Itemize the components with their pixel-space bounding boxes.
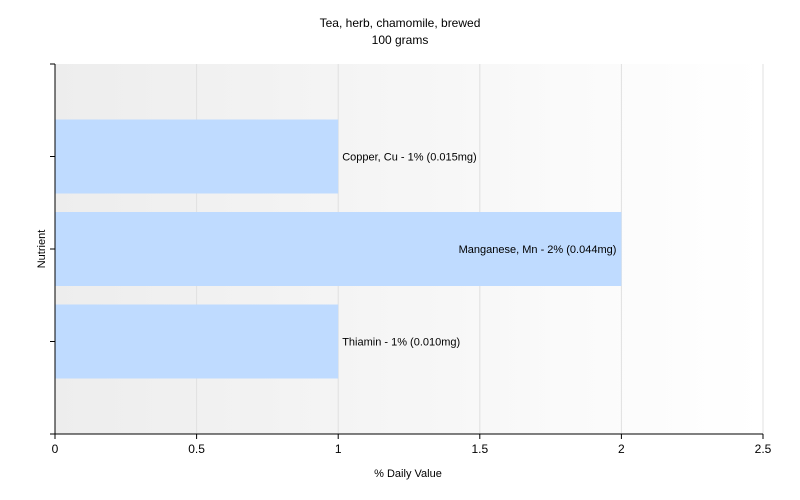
x-tick-labels: 0 0.5 1 1.5 2 2.5	[52, 442, 772, 456]
bars: Copper, Cu - 1% (0.015mg) Manganese, Mn -…	[55, 119, 622, 379]
bar-data-label: Thiamin - 1% (0.010mg)	[342, 337, 460, 349]
bar-data-label: Copper, Cu - 1% (0.015mg)	[342, 152, 477, 164]
bar-data-label: Manganese, Mn - 2% (0.044mg)	[459, 244, 617, 256]
y-axis-label: Nutrient	[36, 230, 48, 269]
x-axis-label: % Daily Value	[374, 468, 442, 480]
x-tick-label: 2.5	[755, 442, 772, 456]
x-tick-label: 0.5	[188, 442, 205, 456]
chart-title: Tea, herb, chamomile, brewed	[320, 16, 481, 30]
axes	[50, 63, 764, 439]
bar	[55, 304, 339, 379]
x-tick-label: 2	[618, 442, 625, 456]
x-tick-label: 0	[52, 442, 59, 456]
bar	[55, 119, 339, 194]
x-tick-label: 1.5	[471, 442, 488, 456]
x-tick-label: 1	[335, 442, 342, 456]
chart-subtitle: 100 grams	[372, 33, 429, 47]
bar	[55, 212, 622, 286]
